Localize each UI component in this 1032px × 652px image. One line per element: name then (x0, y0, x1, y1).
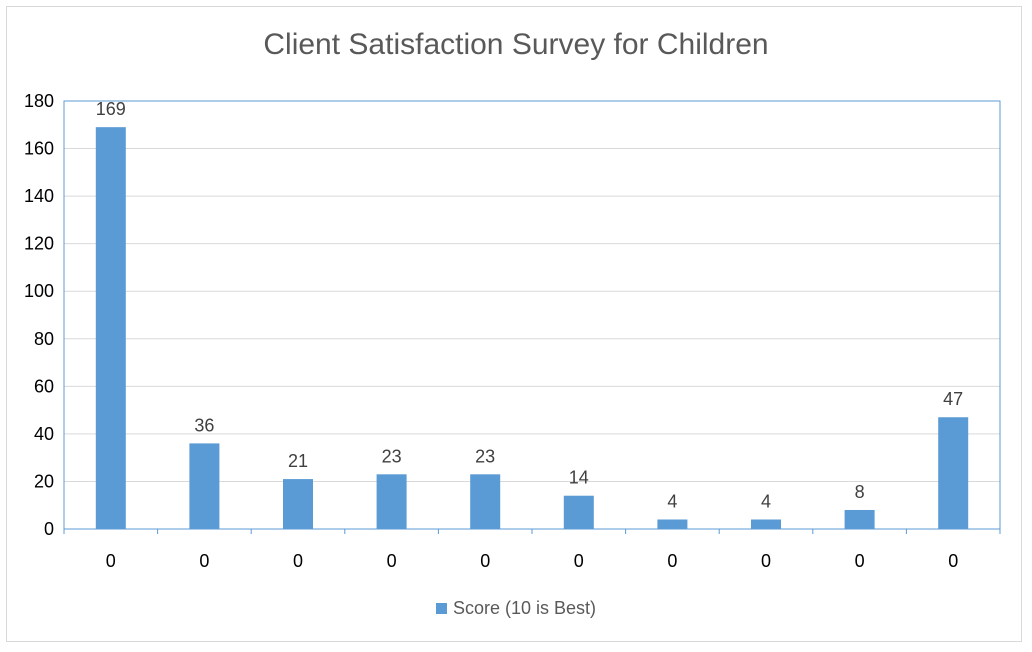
bar (189, 443, 220, 529)
data-label: 4 (667, 491, 677, 511)
x-tick-label: 0 (855, 551, 865, 571)
chart-title: Client Satisfaction Survey for Children (263, 28, 769, 61)
data-label: 21 (288, 451, 308, 471)
x-tick-label: 0 (948, 551, 958, 571)
x-tick-label: 0 (199, 551, 209, 571)
y-tick-label: 140 (24, 186, 54, 206)
legend-swatch (435, 603, 447, 614)
legend: Score (10 is Best) (0, 598, 1032, 619)
x-tick-label: 0 (106, 551, 116, 571)
data-label: 169 (96, 99, 126, 119)
x-tick-label: 0 (480, 551, 490, 571)
y-tick-label: 20 (34, 471, 54, 491)
bar (938, 417, 969, 529)
y-tick-label: 0 (44, 519, 54, 539)
bar (844, 509, 875, 529)
y-tick-label: 160 (24, 139, 54, 159)
x-tick-label: 0 (574, 551, 584, 571)
y-tick-label: 60 (34, 376, 54, 396)
x-tick-label: 0 (761, 551, 771, 571)
y-tick-label: 80 (34, 329, 54, 349)
bar (751, 519, 781, 529)
x-tick-label: 0 (387, 551, 397, 571)
bar (283, 479, 313, 529)
data-label: 8 (855, 482, 865, 502)
data-label: 23 (382, 446, 402, 466)
bar (470, 474, 501, 529)
bar (563, 495, 594, 529)
y-tick-label: 40 (34, 424, 54, 444)
x-tick-label: 0 (667, 551, 677, 571)
bar (95, 127, 126, 530)
y-tick-label: 100 (24, 281, 54, 301)
bar (376, 474, 407, 529)
x-tick-label: 0 (293, 551, 303, 571)
data-label: 23 (475, 446, 495, 466)
data-label: 36 (194, 415, 214, 435)
bar (657, 519, 688, 529)
legend-label: Score (10 is Best) (452, 598, 597, 618)
y-tick-label: 120 (24, 234, 54, 254)
chart-frame (6, 6, 1022, 642)
data-label: 4 (761, 491, 771, 511)
data-label: 47 (943, 389, 963, 409)
data-label: 14 (569, 468, 589, 488)
y-tick-label: 180 (24, 91, 54, 111)
